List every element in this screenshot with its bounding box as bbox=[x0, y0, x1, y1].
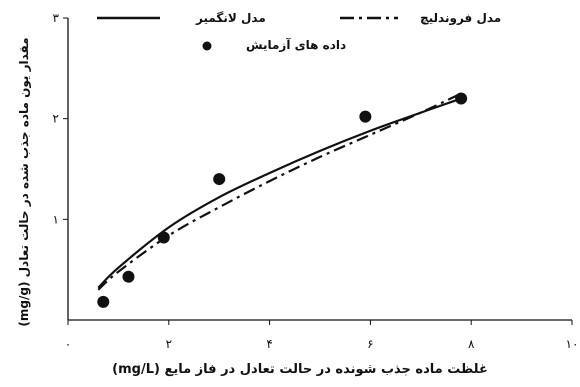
series-line-0 bbox=[97, 97, 462, 289]
x-axis-label: غلظت ماده جذب شونده در حالت تعادل در فاز… bbox=[112, 362, 488, 377]
data-point bbox=[157, 231, 170, 244]
x-tick-label: ۴ bbox=[266, 337, 272, 351]
x-tick-label: ۰ bbox=[65, 337, 71, 351]
data-point bbox=[359, 110, 372, 123]
x-tick-label: ۸ bbox=[468, 337, 475, 351]
axes: ۰ ۲ ۴ ۶ ۸ ۱۰ ۱ ۲ ۳ bbox=[53, 11, 579, 351]
legend bbox=[97, 16, 398, 51]
legend-label-langmuir: مدل لانگمیر bbox=[196, 11, 266, 25]
x-tick-label: ۱۰ bbox=[566, 337, 579, 351]
x-tick-label: ۲ bbox=[166, 337, 172, 351]
legend-label-experimental: داده های آزمایش bbox=[246, 38, 347, 52]
y-axis-label: مقدار یون ماده جذب شده در حالت تعادل (mg… bbox=[17, 37, 31, 327]
data-point bbox=[97, 295, 110, 308]
data-point bbox=[213, 173, 226, 186]
data-point bbox=[122, 270, 135, 283]
y-tick-label: ۳ bbox=[53, 11, 60, 25]
y-tick-label: ۲ bbox=[53, 112, 59, 126]
legend-label-freundlich: مدل فروندلیچ bbox=[420, 11, 502, 25]
series-line-1 bbox=[97, 92, 462, 291]
x-tick-label: ۶ bbox=[367, 337, 373, 351]
y-tick-label: ۱ bbox=[53, 212, 59, 226]
series-layer bbox=[97, 92, 468, 308]
data-point bbox=[455, 92, 468, 105]
legend-swatch-experimental bbox=[202, 41, 212, 51]
